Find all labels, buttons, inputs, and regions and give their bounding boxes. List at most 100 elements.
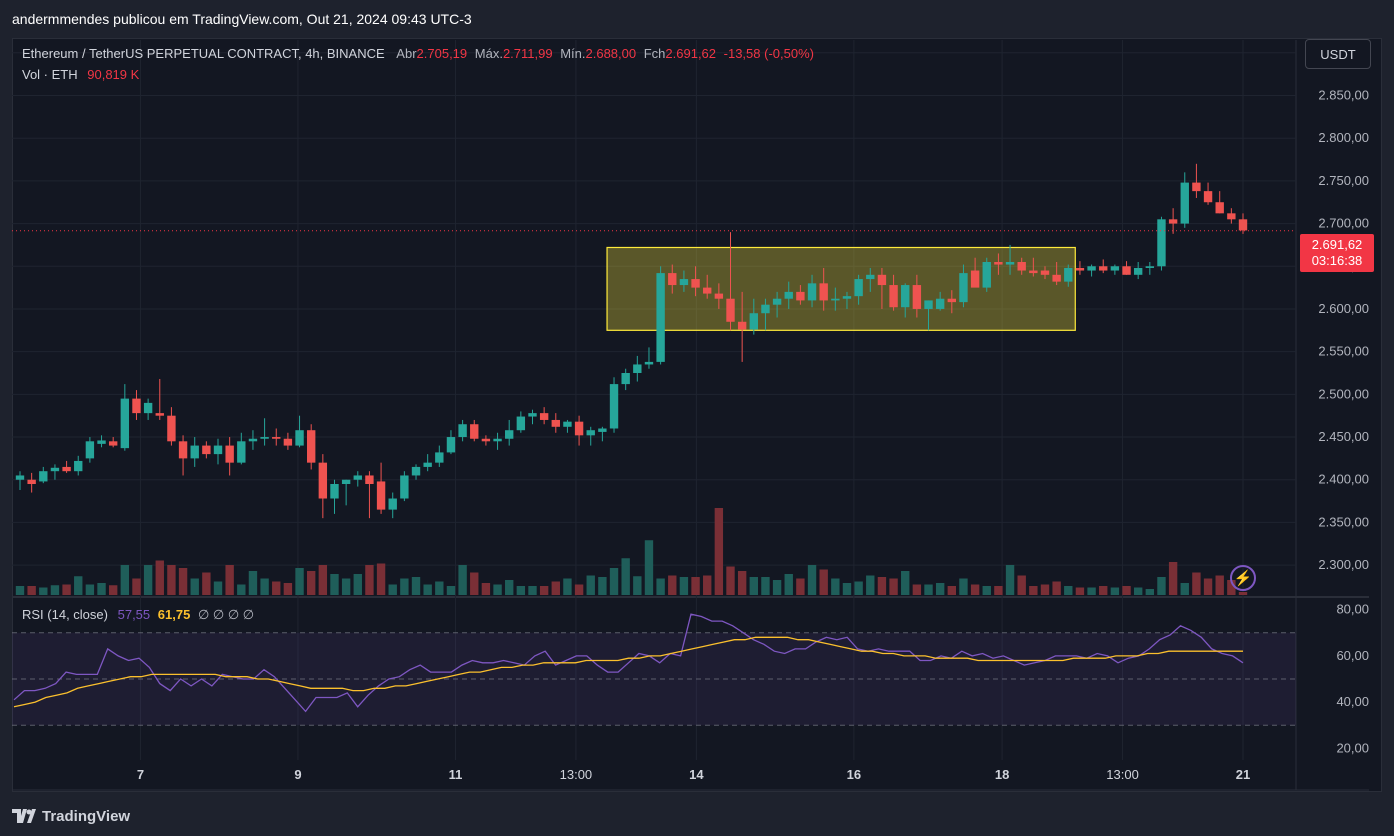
candle (97, 435, 106, 448)
volume-bar (1110, 587, 1120, 595)
candle (283, 432, 293, 450)
candle (866, 267, 875, 292)
candle (796, 285, 805, 305)
candle (411, 464, 421, 480)
flash-icon[interactable]: ⚡ (1230, 565, 1256, 591)
volume-bar (15, 586, 25, 595)
volume-bar (714, 508, 724, 595)
volume-bar (842, 583, 852, 595)
footer-logo: TradingView (12, 804, 130, 828)
volume-bar (283, 583, 293, 595)
candle-body (248, 438, 258, 442)
rsi-ma-value: 61,75 (157, 607, 191, 622)
volume-bar (237, 584, 246, 595)
candle-body (353, 475, 362, 480)
open-value: 2.705,19 (416, 46, 468, 61)
candle-body (621, 373, 630, 385)
candle (470, 419, 479, 442)
candle-body (1052, 274, 1061, 282)
candle-body (982, 262, 991, 288)
tradingview-logo-icon (12, 809, 36, 823)
candle-body (1005, 262, 1015, 265)
candle-body (842, 296, 852, 299)
candle (784, 281, 793, 309)
candle (1203, 182, 1213, 205)
price-tick-label: 2.500,00 (1318, 386, 1369, 401)
candle (74, 455, 83, 476)
candle (341, 479, 351, 506)
candle (225, 437, 234, 476)
candle-body (1238, 219, 1248, 231)
candle-body (609, 384, 619, 429)
volume-bar (225, 565, 234, 595)
candle-body (714, 293, 724, 299)
volume-bar (435, 581, 444, 595)
volume-bar (621, 558, 630, 595)
candle (1087, 264, 1096, 277)
volume-bar (947, 586, 957, 595)
candle-body (1145, 266, 1155, 268)
candle (819, 267, 828, 311)
candle-body (1168, 219, 1178, 224)
volume-bar (796, 578, 805, 595)
time-tick-label: 16 (847, 767, 861, 782)
volume-bar (1122, 586, 1131, 595)
candle (679, 270, 689, 292)
candle-body (784, 291, 793, 299)
candle (668, 264, 677, 294)
volume-bar (318, 565, 328, 595)
price-tick-label: 2.550,00 (1318, 344, 1369, 359)
time-tick-label: 13:00 (560, 767, 593, 782)
candle-body (1180, 182, 1189, 224)
volume-bar (598, 577, 607, 595)
volume-bar (446, 586, 456, 595)
candle (132, 390, 141, 420)
volume-bar (178, 568, 188, 595)
candle-body (749, 313, 758, 330)
candle (1238, 213, 1248, 234)
candle (423, 454, 432, 472)
candle-body (202, 445, 211, 455)
candle (854, 274, 863, 305)
candle-body (120, 398, 130, 449)
candle (621, 368, 630, 391)
candle (1192, 163, 1201, 198)
candle-body (1133, 267, 1143, 275)
candle-body (563, 421, 572, 427)
candle (1168, 208, 1178, 234)
currency-button[interactable]: USDT (1305, 39, 1371, 69)
volume-value: 90,819 K (87, 67, 140, 82)
last-price-tag: 2.691,62 03:16:38 (1300, 234, 1374, 272)
symbol-title: Ethereum / TetherUS PERPETUAL CONTRACT, … (22, 46, 385, 61)
candle (772, 291, 782, 318)
volume-bar (39, 587, 48, 595)
candle-body (1099, 266, 1108, 271)
volume-bar (1180, 583, 1189, 595)
volume-bar (85, 584, 95, 595)
candle-body (493, 438, 502, 442)
candle (656, 266, 665, 365)
candle (959, 264, 968, 308)
volume-bar (1168, 562, 1178, 595)
volume-bar (306, 571, 316, 595)
candle (458, 419, 467, 442)
candle-body (190, 445, 199, 459)
volume-bar (248, 571, 258, 595)
low-label: Mín. (560, 46, 586, 61)
low-value: 2.688,00 (585, 46, 637, 61)
candle-body (388, 498, 397, 510)
candle-body (306, 430, 316, 463)
volume-bar (388, 584, 397, 595)
candle (143, 398, 153, 420)
volume-bar (202, 572, 211, 595)
price-tick-label: 2.700,00 (1318, 216, 1369, 231)
candle-body (213, 445, 223, 455)
volume-bar (190, 578, 199, 595)
candle-body (831, 298, 840, 301)
candle-body (400, 475, 409, 499)
volume-bar (108, 585, 118, 595)
candle (1017, 257, 1026, 275)
candle-body (470, 424, 479, 439)
candle (1122, 261, 1131, 275)
